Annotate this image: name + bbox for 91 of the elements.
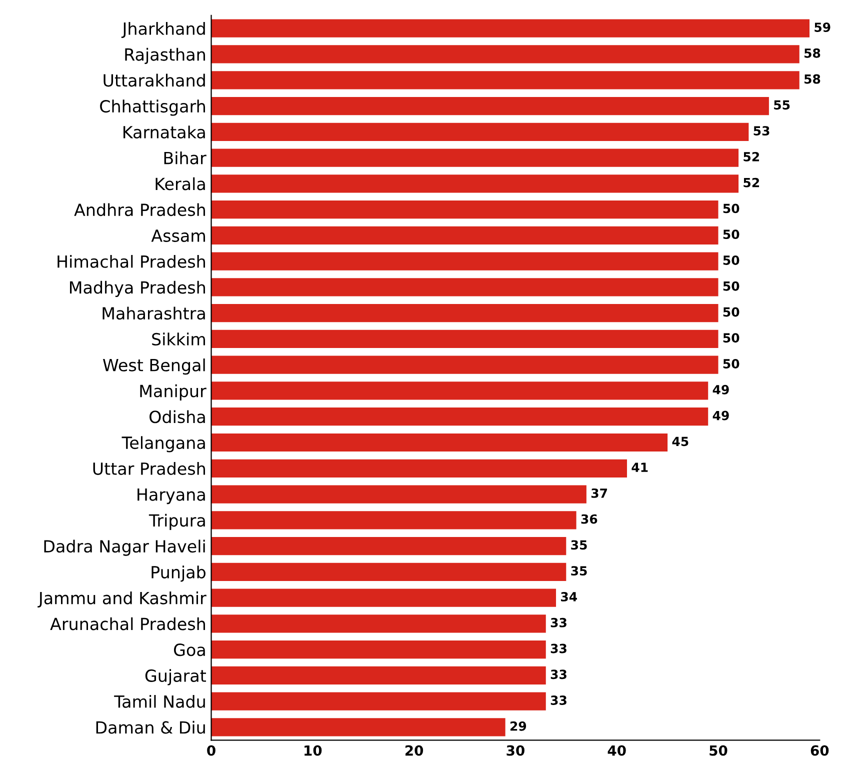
bar [211,19,810,38]
y-tick-label: Andhra Pradesh [74,203,205,216]
bar [211,408,708,426]
bar [211,382,708,400]
y-tick-label: Dadra Nagar Haveli [44,540,205,556]
y-tick-label: Chhattisgarh [100,100,205,116]
bar [211,511,576,530]
y-tick-label: Jammu and Kashmir [38,591,206,608]
x-tick-label: 40 [608,745,626,756]
bar [211,174,739,193]
data-label: 37 [591,488,607,498]
data-label: 59 [814,22,830,32]
bar [211,148,739,167]
y-tick-label: Sikkim [152,332,205,346]
bar [211,96,769,116]
data-label: 36 [581,514,598,524]
data-label: 33 [550,644,566,654]
bar [211,278,718,296]
data-label: 50 [723,333,740,343]
y-tick-label: Manipur [140,384,206,401]
data-label: 58 [804,48,820,58]
y-tick-label: West Bengal [103,358,205,375]
bar [211,433,668,452]
bar [211,614,546,633]
y-tick-label: Goa [174,644,205,656]
data-label: 55 [774,100,790,110]
bar [211,459,627,478]
data-label: 50 [723,230,740,240]
bar [211,562,566,581]
y-tick-label: Gujarat [145,669,206,686]
y-tick-label: Odisha [150,410,205,424]
data-label: 45 [672,436,688,446]
x-tick-label: 60 [810,745,829,756]
bar [211,718,506,736]
data-label: 50 [723,204,740,214]
bar [211,304,718,322]
y-tick-label: Daman & Diu [96,720,205,734]
y-tick-label: Telangana [122,436,205,452]
y-tick-label: Karnataka [124,126,205,138]
data-label: 41 [632,462,648,472]
y-tick-label: Uttar Pradesh [93,462,205,475]
data-label: 33 [550,618,566,628]
x-tick-label: 30 [506,745,524,756]
bar [211,122,749,141]
data-label: 52 [744,178,760,188]
data-label: 33 [550,696,566,705]
data-label: 29 [510,721,526,731]
data-label: 49 [712,410,729,420]
y-tick-label: Tamil Nadu [114,695,205,708]
data-label: 35 [571,566,587,576]
x-tick-label: 20 [405,745,424,756]
y-tick-label: Tripura [148,514,205,530]
data-label: 53 [754,126,770,136]
bar [211,588,556,607]
bar [211,692,546,710]
y-tick-label: Jharkhand [121,22,205,38]
bar [211,485,586,504]
y-tick-label: Kerala [156,177,205,190]
y-tick-label: Haryana [138,488,205,504]
y-tick-label: Punjab [152,566,206,582]
y-tick-label: Bihar [164,151,206,164]
bar [211,666,546,685]
y-tick-label: Maharashtra [102,306,205,320]
y-tick-label: Madhya Pradesh [70,280,205,297]
data-label: 50 [723,281,740,291]
data-label: 33 [550,670,566,680]
x-tick-label: 0 [207,745,216,756]
y-tick-label: Assam [151,230,205,242]
data-label: 34 [561,592,577,602]
bar [211,200,718,219]
y-tick-label: Himachal Pradesh [58,254,205,268]
bar [211,330,718,348]
y-tick-label: Rajasthan [125,48,205,64]
y-tick-label: Uttarakhand [104,74,205,87]
bar [211,640,546,659]
x-tick-label: 50 [710,745,728,756]
x-tick-label: 10 [304,745,322,756]
data-label: 58 [804,74,820,84]
bar [211,45,800,64]
data-label: 35 [571,540,587,550]
y-tick-label: Arunachal Pradesh [50,617,205,630]
bar [211,71,800,90]
data-label: 50 [723,255,740,265]
bar [211,356,718,374]
data-label: 50 [723,307,740,317]
bar [211,252,718,270]
data-label: 52 [744,152,760,162]
bar [211,226,718,244]
data-label: 49 [712,384,729,394]
data-label: 50 [723,359,740,368]
bar [211,536,566,556]
